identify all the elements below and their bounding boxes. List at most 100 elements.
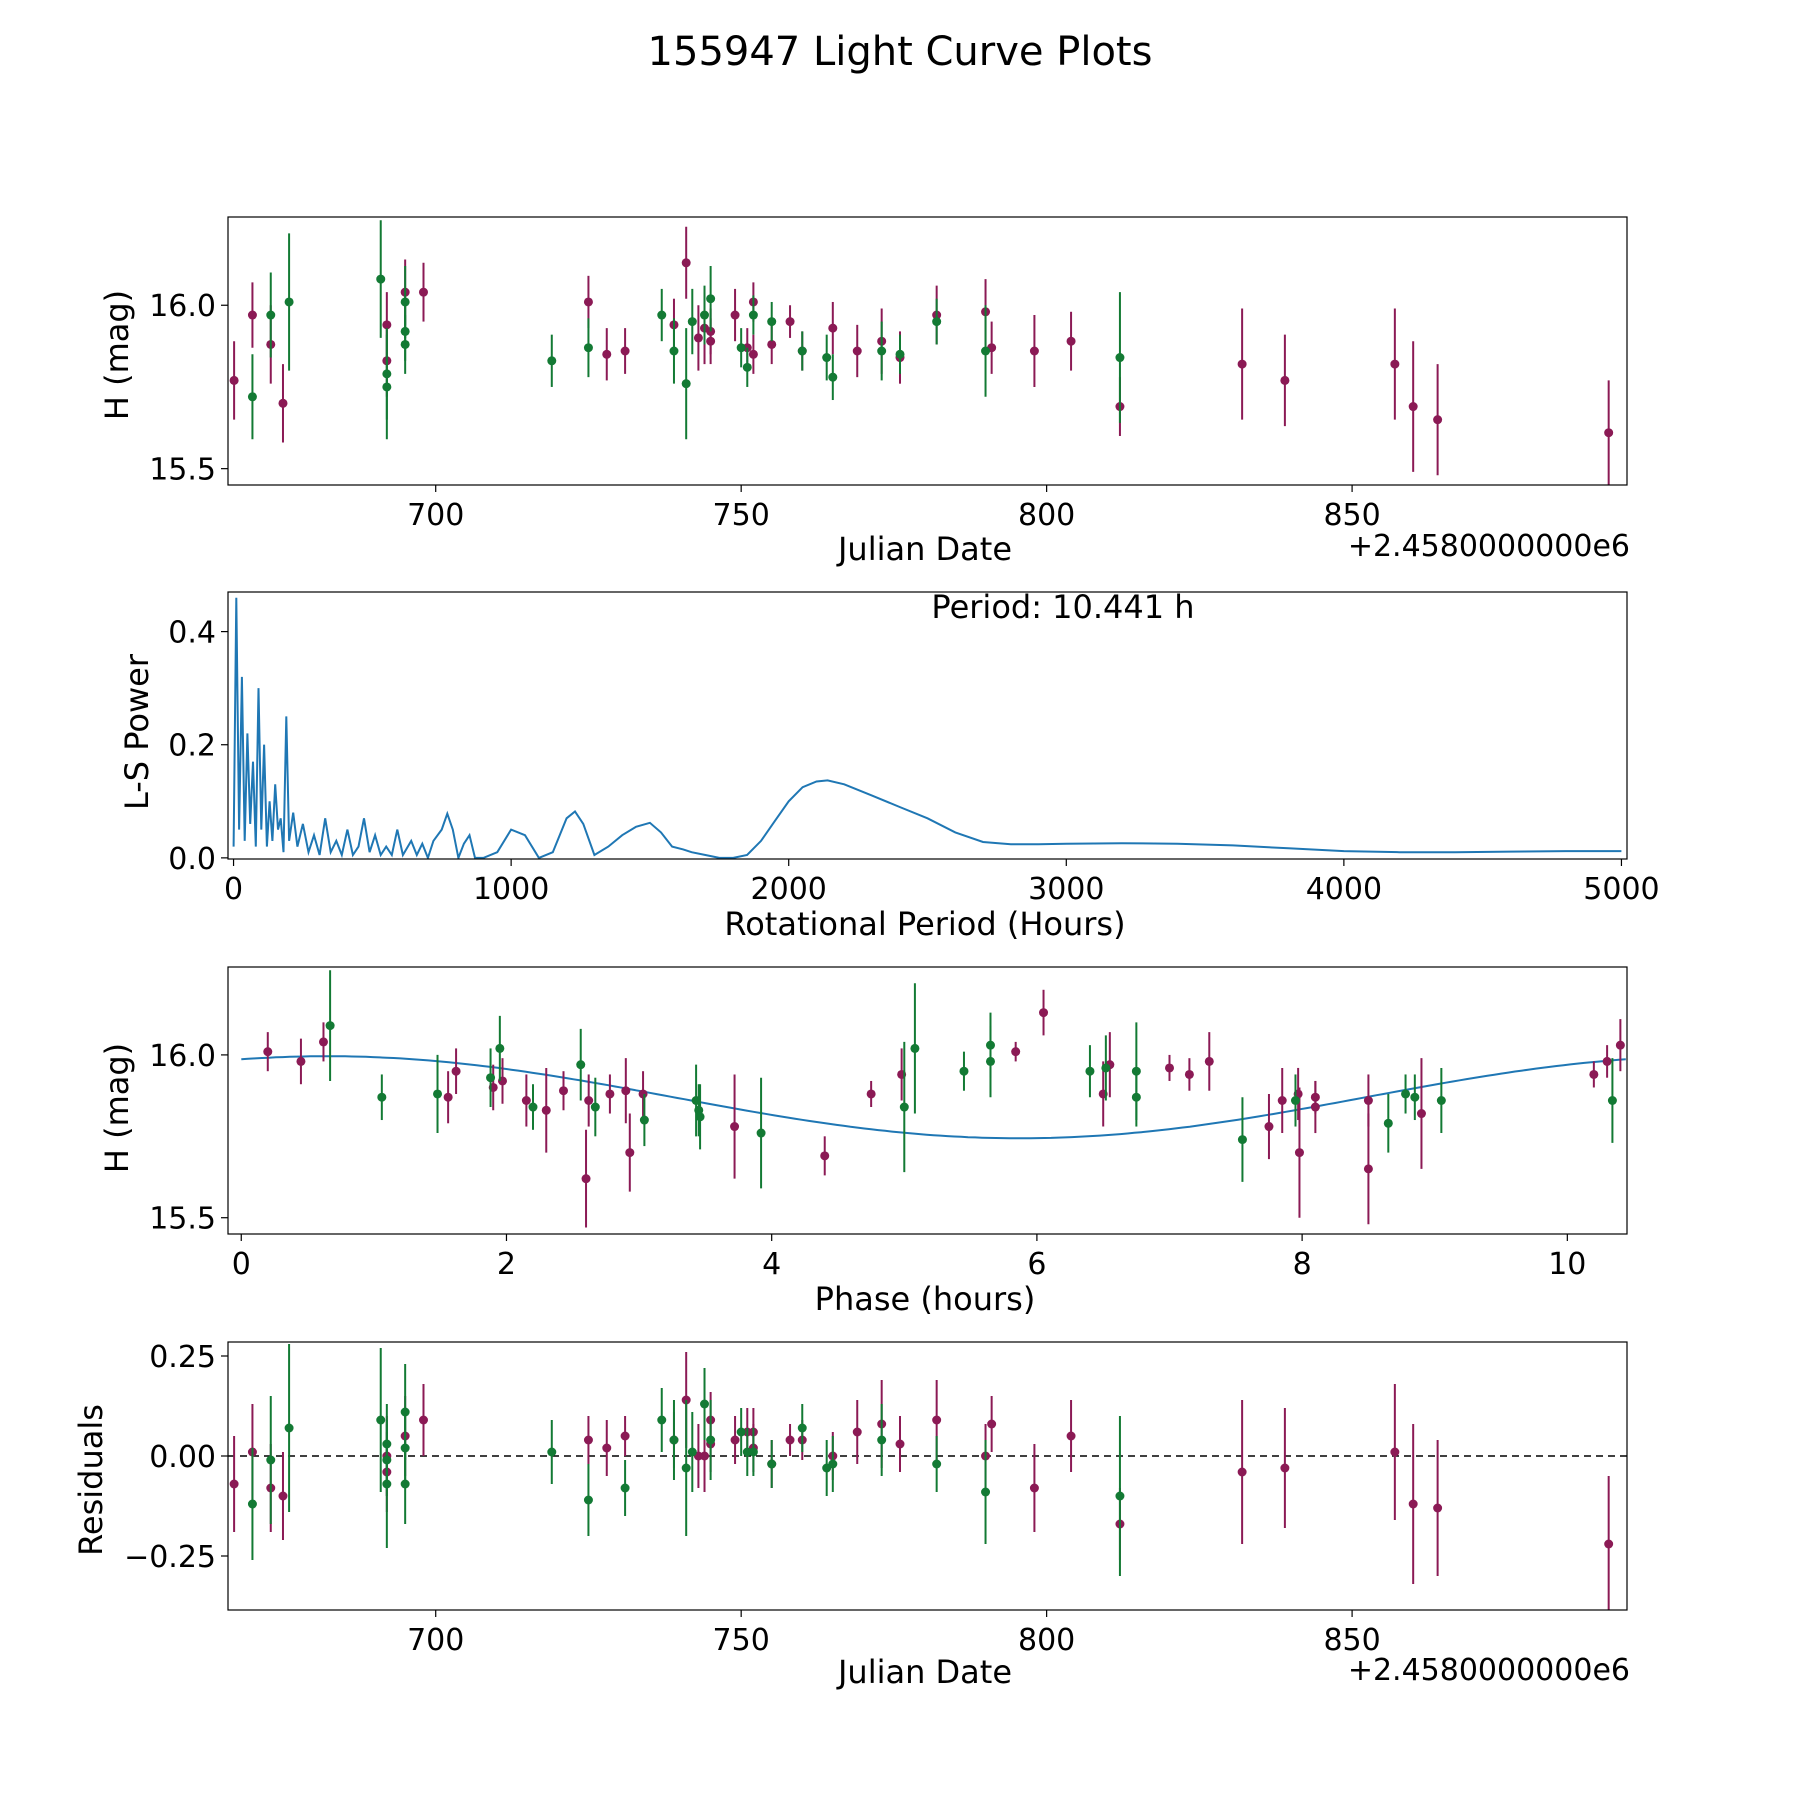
data-point-g (736, 1427, 746, 1437)
y-tick-label: 0.25 (149, 1340, 216, 1375)
data-point-g (1101, 1063, 1111, 1073)
data-point-r (1165, 1063, 1175, 1073)
data-point-r (296, 1056, 306, 1066)
data-point-g (284, 297, 294, 307)
light_curve-data-area (229, 220, 1614, 485)
data-point-r (1029, 1483, 1039, 1493)
data-point-g (583, 343, 593, 353)
data-point-g (687, 1447, 697, 1457)
residuals-data-area (228, 1344, 1627, 1610)
data-point-r (278, 398, 288, 408)
data-point-r (451, 1066, 461, 1076)
data-point-r (932, 1415, 942, 1425)
data-point-r (605, 1089, 615, 1099)
light-curve-xlabel: Julian Date (836, 530, 1012, 568)
data-point-r (681, 258, 691, 268)
data-point-r (1184, 1069, 1194, 1079)
data-point-r (621, 1086, 631, 1096)
data-point-r (1280, 375, 1290, 385)
data-point-r (767, 339, 777, 349)
data-point-r (1363, 1096, 1373, 1105)
data-point-r (1264, 1122, 1274, 1132)
x-tick-label: 4 (762, 1247, 781, 1282)
data-point-g (1383, 1118, 1393, 1128)
phase-fold-panel: Phase (hours) H (mag) 0 2 4 6 8 10 15.5 16.0 (98, 966, 1628, 1318)
data-point-r (1604, 428, 1614, 438)
data-point-g (797, 1423, 807, 1433)
x-tick-label: 700 (407, 498, 464, 533)
data-point-g (1085, 1066, 1095, 1076)
data-point-r (1310, 1102, 1320, 1112)
data-point-r (1363, 1164, 1373, 1174)
data-point-r (987, 1419, 997, 1429)
data-point-g (433, 1089, 443, 1099)
y-tick-label: 16.0 (149, 289, 216, 324)
periodogram-line (232, 597, 1622, 859)
periodogram-xlabel: Rotational Period (Hours) (724, 905, 1125, 943)
data-point-r (828, 323, 838, 333)
data-point-r (1589, 1069, 1599, 1079)
data-point-g (382, 1455, 392, 1465)
residuals-offset-label: +2.4580000000e6 (1348, 1653, 1630, 1688)
data-point-g (736, 343, 746, 353)
data-point-r (1237, 359, 1247, 369)
data-point-r (1066, 1431, 1076, 1441)
data-point-g (657, 1415, 667, 1425)
data-point-r (785, 317, 795, 327)
data-point-g (325, 1021, 335, 1031)
data-point-g (748, 1447, 758, 1457)
data-point-g (895, 349, 905, 359)
data-point-r (1204, 1056, 1214, 1066)
data-point-g (748, 310, 758, 320)
data-point-r (866, 1089, 876, 1099)
data-point-g (1410, 1092, 1420, 1102)
data-point-r (1433, 1503, 1443, 1513)
data-point-r (1280, 1463, 1290, 1473)
y-tick-label: −0.25 (124, 1540, 216, 1575)
light-curve-offset-label: +2.4580000000e6 (1348, 529, 1630, 564)
y-tick-label: 15.5 (149, 453, 216, 488)
data-point-g (695, 1112, 705, 1122)
data-point-r (1604, 1539, 1614, 1549)
data-point-r (418, 1415, 428, 1425)
data-point-g (687, 317, 697, 327)
data-point-r (583, 297, 593, 307)
figure-title: 155947 Light Curve Plots (648, 29, 1153, 75)
data-point-r (583, 1435, 593, 1445)
data-point-r (602, 1443, 612, 1453)
x-tick-label: 1000 (473, 872, 549, 907)
x-tick-label: 750 (713, 498, 770, 533)
x-tick-label: 8 (1293, 1247, 1312, 1282)
data-point-g (377, 1092, 387, 1102)
data-point-g (669, 346, 679, 356)
data-point-r (1408, 1499, 1418, 1509)
x-tick-label: 6 (1027, 1247, 1046, 1282)
data-point-g (681, 379, 691, 389)
data-point-g (376, 274, 386, 284)
x-tick-label: 750 (713, 1623, 770, 1658)
x-tick-label: 800 (1018, 498, 1075, 533)
data-point-g (797, 346, 807, 356)
data-point-r (1390, 1447, 1400, 1457)
data-point-g (590, 1102, 600, 1112)
data-point-g (981, 1487, 991, 1497)
data-point-g (266, 1455, 276, 1465)
period-annotation: Period: 10.441 h (931, 588, 1194, 626)
data-point-r (638, 1089, 648, 1099)
data-point-r (1615, 1040, 1625, 1050)
x-tick-label: 3000 (1028, 872, 1104, 907)
data-point-r (693, 333, 703, 343)
data-point-r (558, 1086, 568, 1096)
data-point-r (852, 346, 862, 356)
x-tick-label: 0 (224, 872, 243, 907)
y-tick-label: 0.00 (149, 1440, 216, 1475)
light-curve-ylabel: H (mag) (98, 290, 136, 420)
data-point-g (284, 1423, 294, 1433)
data-point-g (657, 310, 667, 320)
data-point-g (910, 1043, 920, 1053)
data-point-g (400, 1407, 410, 1417)
y-tick-label: 16.0 (149, 1039, 216, 1074)
data-point-r (1237, 1467, 1247, 1477)
data-point-r (785, 1435, 795, 1445)
